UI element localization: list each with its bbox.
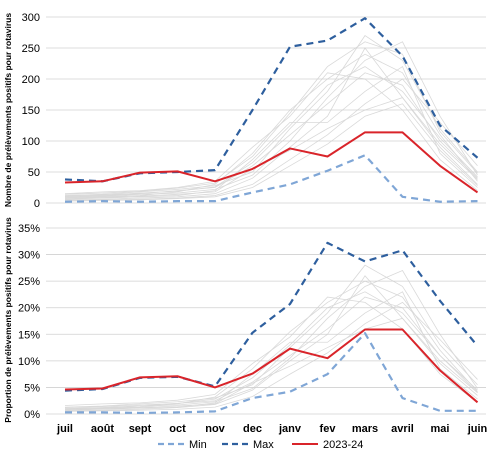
top-series-min-line xyxy=(64,154,478,203)
top-series-max-line xyxy=(64,17,479,183)
x-tick-label: mai xyxy=(431,423,450,435)
x-tick-label: juin xyxy=(467,423,488,435)
legend: Min Max 2023-24 xyxy=(158,439,363,451)
x-tick-label: fev xyxy=(320,423,337,435)
legend-min-label: Min xyxy=(189,439,207,451)
bottom-background-season-line xyxy=(64,317,478,411)
bottom-series-min-line xyxy=(65,332,478,415)
bottom-background-season-line xyxy=(64,291,478,411)
x-tick-label: sept xyxy=(129,423,152,435)
bottom-background-season-line xyxy=(64,296,478,410)
bottom-background-season-line xyxy=(64,301,478,412)
bottom-y-axis-label: Proportion de prélèvements positifs pour… xyxy=(3,217,13,423)
x-tick-label: avril xyxy=(391,423,414,435)
chart-bottom: 0% 5% 10% 15% 20% 25% 30% 35% Proportion de pré… xyxy=(3,217,486,423)
top-background-season-line xyxy=(64,35,478,196)
bottom-y-tick-label: 15% xyxy=(18,329,40,341)
legend-current-label: 2023-24 xyxy=(323,439,363,451)
top-y-tick-label: 50 xyxy=(28,167,40,179)
bottom-y-tick-label: 20% xyxy=(18,303,40,315)
bottom-series xyxy=(64,241,479,415)
legend-max-label: Max xyxy=(253,439,274,451)
x-tick-label: mars xyxy=(352,423,378,435)
top-background-season-line xyxy=(64,72,478,195)
x-tick-label: juil xyxy=(56,423,73,435)
bottom-y-axis: 0% 5% 10% 15% 20% 25% 30% 35% xyxy=(18,223,40,421)
x-tick-label: août xyxy=(91,423,115,435)
x-axis-month-labels: juil août sept oct nov dec janv fev mars avril mai… xyxy=(56,423,487,435)
x-tick-label: oct xyxy=(169,423,186,435)
bottom-y-tick-label: 25% xyxy=(18,276,40,288)
chart-top: 0 50 100 150 200 250 300 Nombre de prélèvement… xyxy=(3,12,486,210)
bottom-background-seasons xyxy=(64,264,478,412)
top-series-current-line xyxy=(64,131,479,194)
top-y-tick-label: 0 xyxy=(34,198,40,210)
bottom-background-season-line xyxy=(64,296,478,406)
top-y-tick-label: 200 xyxy=(22,74,40,86)
top-background-season-line xyxy=(64,41,478,195)
x-tick-label: janv xyxy=(278,423,302,435)
top-background-season-line xyxy=(64,66,478,197)
bottom-y-tick-label: 10% xyxy=(18,356,40,368)
top-y-axis-label: Nombre de prélèvements positifs pour rot… xyxy=(3,13,13,207)
bottom-y-tick-label: 30% xyxy=(18,250,40,262)
bottom-gridlines xyxy=(46,227,486,415)
top-background-season-line xyxy=(64,66,478,200)
bottom-series-max-line xyxy=(64,241,479,392)
bottom-y-tick-label: 0% xyxy=(24,409,40,421)
bottom-y-tick-label: 5% xyxy=(24,382,40,394)
bottom-background-season-line xyxy=(64,270,478,410)
top-y-tick-label: 100 xyxy=(22,136,40,148)
top-y-tick-label: 150 xyxy=(22,105,40,117)
x-tick-label: nov xyxy=(205,423,225,435)
bottom-series-current-line xyxy=(64,328,479,404)
top-y-axis: 0 50 100 150 200 250 300 xyxy=(22,12,40,210)
bottom-y-tick-label: 35% xyxy=(18,223,40,235)
x-tick-label: dec xyxy=(243,423,262,435)
top-series xyxy=(64,17,479,203)
top-background-season-line xyxy=(64,97,478,200)
bottom-background-season-line xyxy=(64,264,478,408)
top-y-tick-label: 250 xyxy=(22,43,40,55)
top-background-season-line xyxy=(64,103,478,202)
top-y-tick-label: 300 xyxy=(22,12,40,24)
